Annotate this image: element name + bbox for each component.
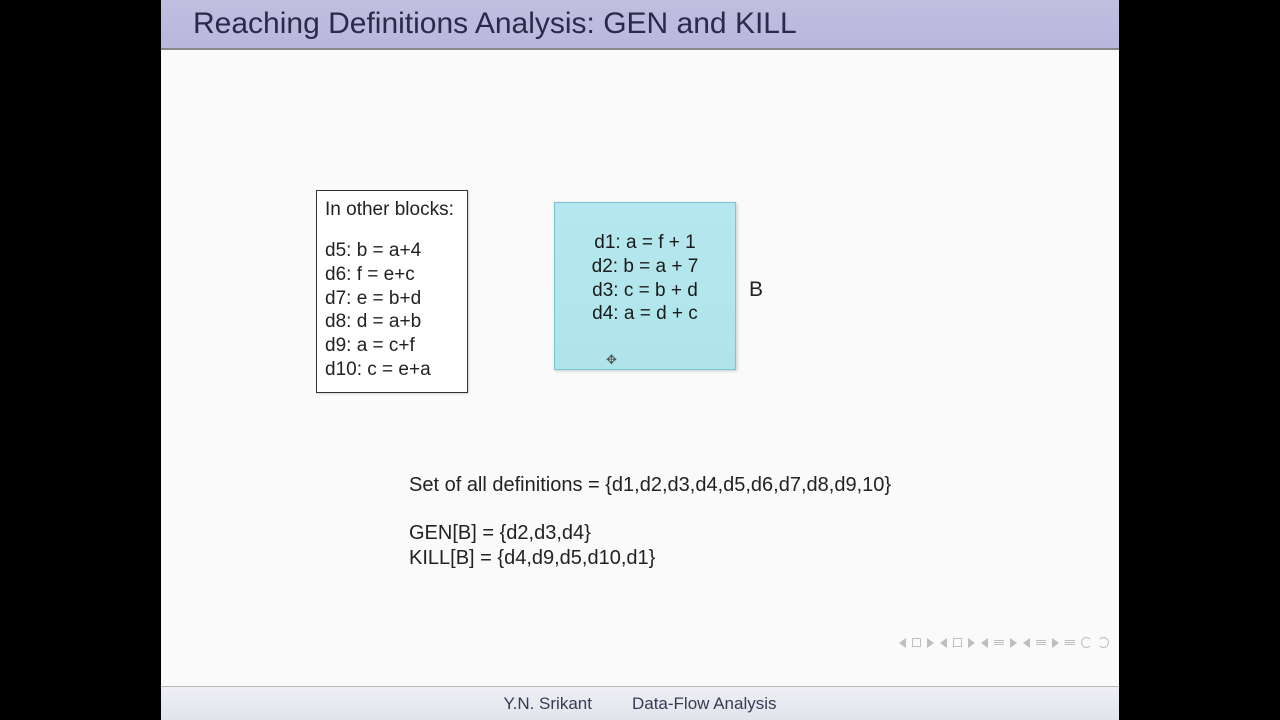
nav-undo-icon[interactable]: [1081, 637, 1092, 648]
nav-prev-slide-icon[interactable]: [981, 638, 988, 648]
nav-forward-frame-icon[interactable]: [1052, 638, 1059, 648]
nav-prev-subsection-icon[interactable]: [940, 638, 947, 648]
nav-subsection-icon[interactable]: [953, 638, 962, 647]
nav-controls: [899, 637, 1109, 648]
cursor-icon: ✥: [606, 352, 617, 368]
slide: Reaching Definitions Analysis: GEN and K…: [161, 0, 1119, 720]
footer-author: Y.N. Srikant: [503, 694, 592, 714]
nav-next-section-icon[interactable]: [927, 638, 934, 648]
slide-header: Reaching Definitions Analysis: GEN and K…: [161, 0, 1119, 50]
nav-frame-icon[interactable]: [1036, 640, 1046, 645]
nav-back-frame-icon[interactable]: [1023, 638, 1030, 648]
nav-section-icon[interactable]: [912, 638, 921, 647]
other-blocks-box: In other blocks: d5: b = a+4 d6: f = e+c…: [316, 190, 468, 393]
slide-title: Reaching Definitions Analysis: GEN and K…: [193, 7, 797, 41]
block-b-label: B: [749, 278, 763, 302]
definition-d3: d3: c = b + d: [561, 279, 729, 303]
nav-next-slide-icon[interactable]: [1010, 638, 1017, 648]
all-definitions-set: Set of all definitions = {d1,d2,d3,d4,d5…: [409, 474, 891, 497]
nav-outline-icon[interactable]: [994, 640, 1004, 645]
definition-d8: d8: d = a+b: [325, 310, 459, 334]
definition-d4: d4: a = d + c: [561, 302, 729, 326]
definition-d5: d5: b = a+4: [325, 239, 459, 263]
definition-d6: d6: f = e+c: [325, 263, 459, 287]
nav-prev-section-icon[interactable]: [899, 638, 906, 648]
footer-topic: Data-Flow Analysis: [632, 694, 777, 714]
slide-content: In other blocks: d5: b = a+4 d6: f = e+c…: [161, 50, 1119, 686]
nav-redo-icon[interactable]: [1098, 637, 1109, 648]
block-b: d1: a = f + 1 d2: b = a + 7 d3: c = b + …: [554, 202, 736, 370]
nav-appendix-icon[interactable]: [1065, 640, 1075, 645]
other-blocks-title: In other blocks:: [325, 199, 459, 221]
slide-footer: Y.N. Srikant Data-Flow Analysis: [161, 686, 1119, 720]
definition-d10: d10: c = e+a: [325, 358, 459, 382]
definition-d9: d9: a = c+f: [325, 334, 459, 358]
gen-set: GEN[B] = {d2,d3,d4}: [409, 522, 591, 545]
definition-d7: d7: e = b+d: [325, 287, 459, 311]
kill-set: KILL[B] = {d4,d9,d5,d10,d1}: [409, 547, 655, 570]
nav-next-subsection-icon[interactable]: [968, 638, 975, 648]
definition-d2: d2: b = a + 7: [561, 255, 729, 279]
definition-d1: d1: a = f + 1: [561, 231, 729, 255]
